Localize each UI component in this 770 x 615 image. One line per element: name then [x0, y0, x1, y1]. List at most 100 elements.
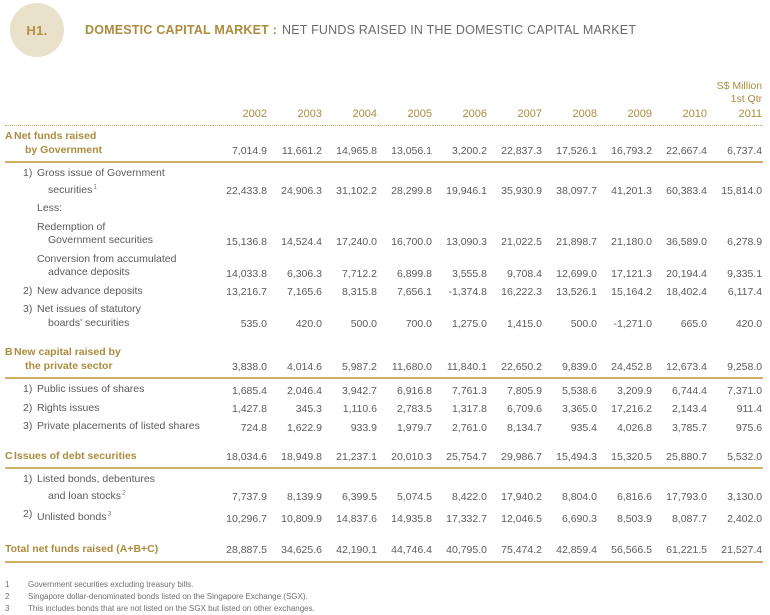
table-row: Less: [5, 198, 763, 217]
row-label: 1) Public issues of shares [23, 383, 145, 395]
table-row: 2) Rights issues 1,427.8 345.3 1,110.6 2,783.… [5, 398, 763, 417]
cell-value: 700.0 [405, 318, 432, 330]
cell-value: 345.3 [295, 403, 322, 415]
cell-value: 3,838.0 [213, 342, 268, 379]
table-row: Total net funds raised (A+B+C) 28,887.5 34… [5, 536, 764, 563]
cell-value: 724.8 [240, 421, 267, 434]
cell-value: 29,986.7 [488, 445, 543, 469]
cell-value: 1,275.0 [451, 318, 487, 330]
cell-value: 6,744.4 [671, 384, 707, 397]
cell-value: 7,165.6 [286, 286, 322, 298]
cell-value: 5,532.0 [708, 445, 764, 469]
cell-value: 10,809.9 [281, 512, 322, 525]
cell-value: 42,190.1 [323, 536, 378, 563]
cell-value: 6,709.6 [506, 403, 542, 415]
row-label: 3) Net issues of statutory boards' securit… [23, 303, 141, 329]
cell-value [543, 198, 598, 217]
cell-value: 12,673.4 [653, 342, 708, 379]
unit-row: S$ Million 1st Qtr [5, 68, 763, 106]
cell-value: 9,839.0 [543, 342, 598, 379]
cell-value: 2,143.4 [671, 403, 707, 415]
cell-value: 6,899.8 [396, 267, 432, 280]
cell-value: 975.6 [735, 421, 763, 434]
year-column-header: 2003 [268, 106, 323, 126]
cell-value [268, 198, 323, 217]
year-column-header: 2005 [378, 106, 433, 126]
row-label: C Issues of debt securities [5, 445, 213, 469]
cell-value: 9,335.1 [727, 267, 763, 280]
cell-value: 2,783.5 [396, 403, 432, 415]
cell-value: 17,121.3 [611, 267, 652, 280]
cell-value: 3,209.9 [616, 384, 652, 397]
footnote-number: 3 [5, 604, 10, 613]
cell-value [598, 198, 653, 217]
cell-value: 7,656.1 [396, 286, 432, 298]
cell-value [488, 198, 543, 217]
year-column-header: 2004 [323, 106, 378, 126]
cell-value: 3,942.7 [341, 384, 377, 397]
unit-label: S$ Million [716, 80, 763, 92]
cell-value: 21,898.7 [556, 235, 597, 248]
cell-value: 7,805.9 [506, 384, 542, 397]
cell-value: 6,306.3 [286, 267, 322, 280]
cell-value: 1,622.9 [286, 421, 322, 434]
footnote-marker: 1 [93, 183, 98, 191]
row-label: Conversion from accumulated advance depos… [37, 252, 177, 279]
cell-value: 8,139.9 [286, 491, 322, 503]
table-row: 3) Net issues of statutory boards' securit… [5, 299, 763, 331]
cell-value: 17,216.2 [611, 403, 652, 415]
cell-value: 3,555.8 [451, 267, 487, 280]
cell-value: 17,240.0 [336, 235, 377, 248]
cell-value [378, 198, 433, 217]
cell-value: 7,371.0 [727, 384, 763, 397]
cell-value: 3,130.0 [727, 491, 763, 503]
cell-value: 17,526.1 [543, 125, 598, 163]
spacer-row [5, 526, 763, 537]
cell-value: 16,700.0 [391, 235, 432, 248]
cell-value: 8,315.8 [341, 286, 377, 298]
cell-value: 8,422.0 [451, 491, 487, 503]
cell-value: 22,667.4 [653, 125, 708, 163]
cell-value: 11,680.0 [378, 342, 433, 379]
year-column-header: 2008 [543, 106, 598, 126]
row-label: B New capital raised by the private sector [5, 342, 213, 379]
cell-value: 15,494.3 [543, 445, 598, 469]
cell-value: 28,299.8 [391, 185, 432, 197]
table-row: B New capital raised by the private sector… [5, 342, 764, 379]
footnote-text: Singapore dollar-denominated bonds liste… [28, 592, 308, 601]
cell-value: 2,402.0 [727, 512, 763, 525]
cell-value: 933.9 [350, 421, 377, 434]
table-row: 2) New advance deposits 13,216.7 7,165.6 8,3… [5, 281, 763, 300]
unit-block: S$ Million 1st Qtr [5, 68, 763, 106]
cell-value: 12,046.5 [501, 512, 542, 525]
cell-value: 13,056.1 [378, 125, 433, 163]
cell-value: 22,433.8 [226, 185, 267, 197]
cell-value: 42,859.4 [543, 536, 598, 563]
table-row: 1) Gross issue of Government securities1 22… [5, 162, 763, 198]
cell-value: 935.4 [570, 421, 597, 434]
cell-value: 75,474.2 [488, 536, 543, 563]
year-header-row: 2002 2003 2004 2005 2006 2007 2008 2009 2010 2011 [5, 106, 764, 126]
table-row: Redemption of Government securities 15,136… [5, 217, 763, 249]
cell-value: 7,712.2 [341, 267, 377, 280]
row-label: 2) Unlisted bonds3 [23, 508, 112, 523]
footnote: 3 This includes bonds that are not listed… [5, 603, 765, 615]
cell-value: 36,589.0 [666, 235, 707, 248]
year-column-header: 2009 [598, 106, 653, 126]
row-label: 2) New advance deposits [23, 284, 143, 297]
section-badge-label: H1. [26, 22, 48, 38]
cell-value: 35,930.9 [501, 185, 542, 197]
year-column-header: 2010 [653, 106, 708, 126]
cell-value: 1,685.4 [231, 384, 267, 397]
cell-value: 21,022.5 [501, 235, 542, 248]
cell-value: 13,090.3 [446, 235, 487, 248]
cell-value: 15,164.2 [611, 286, 652, 298]
cell-value: 21,527.4 [708, 536, 764, 563]
cell-value: 14,524.4 [281, 235, 322, 248]
cell-value: 2,046.4 [286, 384, 322, 397]
cell-value: 31,102.2 [336, 185, 377, 197]
cell-value: 6,690.3 [561, 512, 597, 525]
cell-value: 44,746.4 [378, 536, 433, 563]
cell-value: 15,136.8 [226, 235, 267, 248]
table-row: Conversion from accumulated advance depos… [5, 249, 763, 281]
